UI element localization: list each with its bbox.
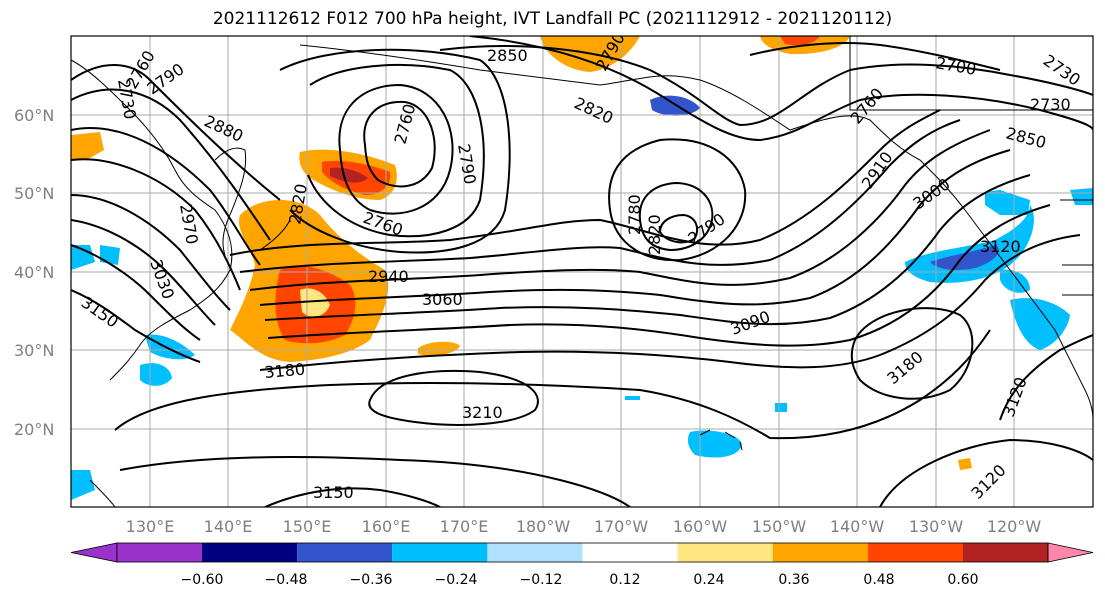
- colorbar-ticks: −0.60 −0.48 −0.36 −0.24 −0.12 0.12 0.24 …: [181, 572, 979, 588]
- colorbar: [70, 542, 1094, 563]
- colorbar-tick-label: 0.60: [947, 572, 978, 588]
- lon-label: 160°E: [362, 517, 411, 536]
- lon-label: 130°W: [909, 517, 964, 536]
- lon-label: 150°E: [283, 517, 332, 536]
- colorbar-bin: [117, 543, 202, 562]
- ivt-positive-region: [958, 458, 972, 470]
- longitude-labels: 130°E 140°E 150°E 160°E 170°E 180°W 170°…: [126, 517, 1042, 536]
- contour-label: 3210: [462, 403, 503, 422]
- ivt-negative-region: [140, 363, 172, 386]
- colorbar-tick-label: 0.12: [609, 572, 640, 588]
- colorbar-tick-label: 0.36: [778, 572, 809, 588]
- ivt-positive-region: [330, 167, 368, 183]
- colorbar-bin: [202, 543, 298, 562]
- contour-label: 3180: [264, 360, 306, 382]
- colorbar-bin: [582, 543, 678, 562]
- ivt-negative-region: [625, 396, 640, 400]
- lat-label: 60°N: [14, 106, 54, 125]
- contour-label: 2780: [625, 194, 644, 235]
- ivt-positive-region: [418, 341, 460, 356]
- ivt-negative-region: [100, 245, 120, 265]
- lat-label: 20°N: [14, 420, 54, 439]
- colorbar-tick-label: 0.24: [693, 572, 724, 588]
- colorbar-tick-label: −0.48: [265, 572, 308, 588]
- colorbar-bin: [867, 543, 963, 562]
- contour-label: 2940: [368, 267, 409, 286]
- ivt-negative-region: [930, 245, 999, 270]
- colorbar-bin: [772, 543, 868, 562]
- lat-label: 30°N: [14, 341, 54, 360]
- colorbar-bin: [963, 543, 1048, 562]
- lat-label: 40°N: [14, 263, 54, 282]
- ivt-positive-region: [780, 36, 820, 46]
- colorbar-tick-label: −0.12: [520, 572, 563, 588]
- ivt-negative-region: [1010, 298, 1070, 350]
- lon-label: 140°E: [204, 517, 253, 536]
- contour-label: 2820: [645, 214, 664, 255]
- colorbar-tick-label: −0.24: [435, 572, 478, 588]
- map-title: 2021112612 F012 700 hPa height, IVT Land…: [212, 9, 893, 29]
- ivt-negative-region: [687, 430, 742, 458]
- lon-label: 120°W: [987, 517, 1042, 536]
- contour-label: 3150: [313, 483, 354, 502]
- ivt-positive-region: [71, 132, 104, 160]
- coastlines: [71, 36, 1093, 507]
- colorbar-bin: [392, 543, 488, 562]
- colorbar-tick-label: −0.36: [350, 572, 393, 588]
- ivt-negative-region: [71, 245, 95, 270]
- colorbar-bin: [487, 543, 583, 562]
- lon-label: 140°W: [830, 517, 885, 536]
- ivt-negative-region: [71, 470, 95, 500]
- lon-label: 180°W: [516, 517, 571, 536]
- colorbar-tick-label: −0.60: [181, 572, 224, 588]
- ivt-negative-region: [1070, 188, 1093, 205]
- contour-label: 2850: [487, 46, 528, 65]
- colorbar-bin: [677, 543, 773, 562]
- ivt-shading: [71, 36, 1093, 500]
- lat-label: 50°N: [14, 184, 54, 203]
- ivt-negative-region: [775, 403, 787, 412]
- lon-label: 170°W: [594, 517, 649, 536]
- lon-label: 130°E: [126, 517, 175, 536]
- lon-label: 160°W: [673, 517, 728, 536]
- colorbar-bin: [297, 543, 393, 562]
- ivt-negative-region: [985, 190, 1030, 215]
- ivt-negative-region: [650, 95, 700, 116]
- map-frame: [70, 35, 1094, 508]
- ivt-negative-region: [145, 334, 195, 360]
- colorbar-outline: [116, 542, 1049, 563]
- colorbar-extend-max: [1047, 542, 1094, 563]
- lon-label: 170°E: [440, 517, 489, 536]
- lon-label: 150°W: [752, 517, 807, 536]
- contour-label: 3120: [980, 237, 1021, 256]
- contour-label: 3060: [422, 290, 463, 309]
- latitude-labels: 60°N 50°N 40°N 30°N 20°N: [14, 106, 54, 439]
- colorbar-extend-min: [70, 542, 118, 563]
- contour-label: 2730: [1030, 95, 1071, 114]
- colorbar-tick-label: 0.48: [863, 572, 894, 588]
- height-contours: [71, 36, 1093, 507]
